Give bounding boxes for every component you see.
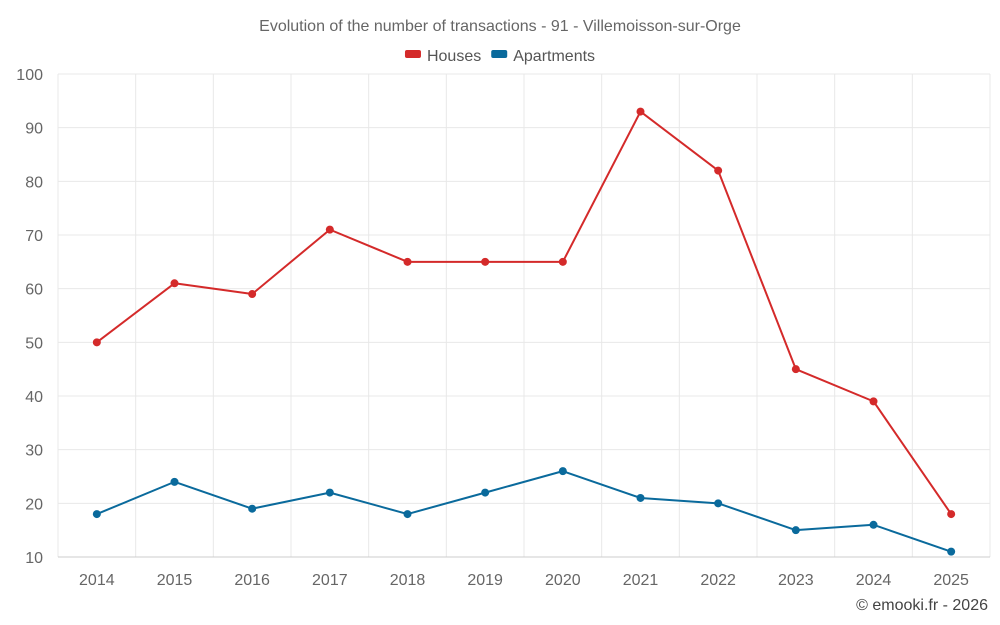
x-tick-label: 2023 xyxy=(778,572,814,589)
data-point-apartments[interactable] xyxy=(869,520,878,529)
data-point-houses[interactable] xyxy=(403,257,412,266)
data-point-apartments[interactable] xyxy=(636,493,645,502)
data-point-houses[interactable] xyxy=(92,338,101,347)
data-point-houses[interactable] xyxy=(714,166,723,175)
y-tick-label: 80 xyxy=(25,174,43,191)
legend-label-apartments[interactable]: Apartments xyxy=(513,48,595,65)
y-tick-label: 70 xyxy=(25,228,43,245)
y-tick-label: 50 xyxy=(25,335,43,352)
data-point-apartments[interactable] xyxy=(92,510,101,519)
data-point-apartments[interactable] xyxy=(403,510,412,519)
x-tick-label: 2022 xyxy=(700,572,736,589)
x-tick-label: 2025 xyxy=(933,572,969,589)
data-point-apartments[interactable] xyxy=(558,467,567,476)
legend-label-houses[interactable]: Houses xyxy=(427,48,481,65)
y-tick-label: 20 xyxy=(25,496,43,513)
legend: Houses Apartments xyxy=(404,48,595,65)
series-group xyxy=(92,107,956,556)
data-point-apartments[interactable] xyxy=(170,477,179,486)
series-apartments xyxy=(92,467,956,556)
series-line-houses xyxy=(96,110,952,515)
y-axis: 10 20 30 40 50 60 70 80 90 100 xyxy=(16,67,43,567)
data-point-houses[interactable] xyxy=(170,279,179,288)
data-point-houses[interactable] xyxy=(248,290,257,299)
legend-swatch-houses xyxy=(404,50,421,58)
series-houses xyxy=(92,107,956,519)
x-tick-label: 2015 xyxy=(157,572,193,589)
y-tick-label: 90 xyxy=(25,121,43,138)
x-axis: 2014 2015 2016 2017 2018 2019 2020 2021 2022 2023… xyxy=(79,572,969,589)
x-tick-label: 2017 xyxy=(312,572,348,589)
x-tick-label: 2021 xyxy=(623,572,659,589)
x-tick-label: 2018 xyxy=(390,572,426,589)
chart-title: Evolution of the number of transactions … xyxy=(259,18,741,35)
data-point-apartments[interactable] xyxy=(791,526,800,535)
x-tick-label: 2019 xyxy=(467,572,503,589)
x-tick-label: 2024 xyxy=(856,572,892,589)
data-point-apartments[interactable] xyxy=(481,488,490,497)
data-point-apartments[interactable] xyxy=(248,504,257,513)
series-line-apartments xyxy=(96,470,952,553)
x-tick-label: 2016 xyxy=(234,572,270,589)
data-point-houses[interactable] xyxy=(558,257,567,266)
y-tick-label: 60 xyxy=(25,282,43,299)
y-tick-label: 40 xyxy=(25,389,43,406)
data-point-houses[interactable] xyxy=(481,257,490,266)
x-tick-label: 2020 xyxy=(545,572,581,589)
y-tick-label: 10 xyxy=(25,550,43,567)
gridlines xyxy=(57,73,991,558)
data-point-houses[interactable] xyxy=(947,510,956,519)
legend-swatch-apartments xyxy=(491,50,508,58)
data-point-houses[interactable] xyxy=(869,397,878,406)
y-tick-label: 30 xyxy=(25,443,43,460)
data-point-apartments[interactable] xyxy=(714,499,723,508)
data-point-houses[interactable] xyxy=(636,107,645,116)
data-point-apartments[interactable] xyxy=(325,488,334,497)
x-tick-label: 2014 xyxy=(79,572,115,589)
data-point-apartments[interactable] xyxy=(947,547,956,556)
credit-text: © emooki.fr - 2026 xyxy=(856,597,988,614)
y-tick-label: 100 xyxy=(16,67,43,84)
data-point-houses[interactable] xyxy=(325,225,334,234)
data-point-houses[interactable] xyxy=(791,365,800,374)
